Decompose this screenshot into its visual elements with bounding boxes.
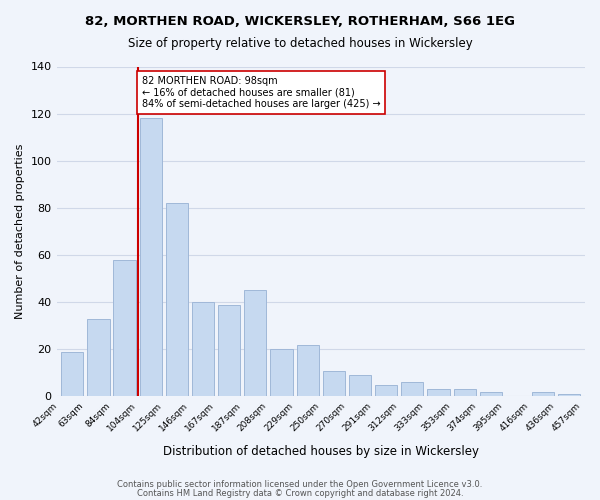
Bar — [349, 375, 371, 396]
Bar — [140, 118, 162, 396]
Bar — [192, 302, 214, 396]
Bar — [166, 203, 188, 396]
Text: Size of property relative to detached houses in Wickersley: Size of property relative to detached ho… — [128, 38, 472, 51]
Text: 82 MORTHEN ROAD: 98sqm
← 16% of detached houses are smaller (81)
84% of semi-det: 82 MORTHEN ROAD: 98sqm ← 16% of detached… — [142, 76, 380, 109]
Bar — [558, 394, 580, 396]
X-axis label: Distribution of detached houses by size in Wickersley: Distribution of detached houses by size … — [163, 444, 479, 458]
Bar — [296, 344, 319, 397]
Bar — [532, 392, 554, 396]
Text: 82, MORTHEN ROAD, WICKERSLEY, ROTHERHAM, S66 1EG: 82, MORTHEN ROAD, WICKERSLEY, ROTHERHAM,… — [85, 15, 515, 28]
Bar — [244, 290, 266, 397]
Bar — [323, 370, 345, 396]
Bar — [427, 390, 449, 396]
Bar — [375, 384, 397, 396]
Bar — [480, 392, 502, 396]
Bar — [271, 350, 293, 397]
Bar — [218, 304, 241, 396]
Bar — [87, 318, 110, 396]
Bar — [401, 382, 424, 396]
Bar — [61, 352, 83, 397]
Y-axis label: Number of detached properties: Number of detached properties — [15, 144, 25, 319]
Bar — [454, 390, 476, 396]
Text: Contains HM Land Registry data © Crown copyright and database right 2024.: Contains HM Land Registry data © Crown c… — [137, 488, 463, 498]
Bar — [113, 260, 136, 396]
Text: Contains public sector information licensed under the Open Government Licence v3: Contains public sector information licen… — [118, 480, 482, 489]
